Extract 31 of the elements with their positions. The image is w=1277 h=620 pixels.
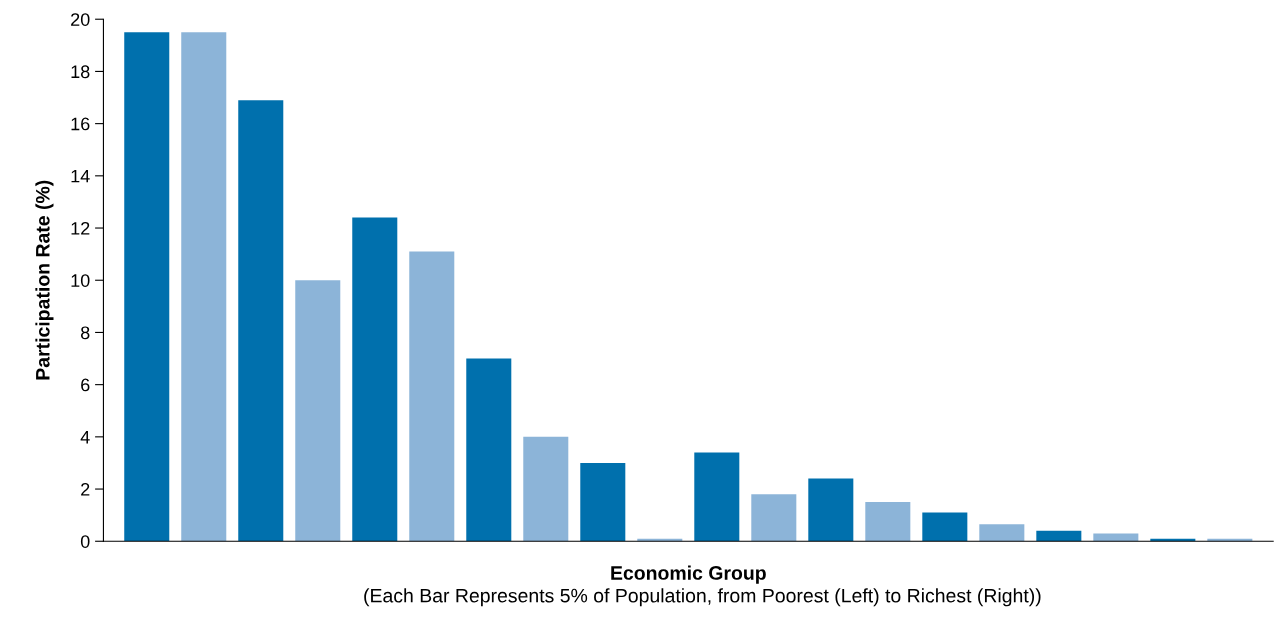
bar (1036, 530, 1082, 542)
y-axis-title: Participation Rate (%) (35, 180, 54, 380)
y-tick-label: 8 (80, 326, 90, 340)
bar (466, 358, 512, 542)
bar (694, 452, 740, 542)
bar (979, 524, 1025, 542)
y-tick-label: 10 (71, 274, 90, 287)
bar (181, 32, 227, 542)
y-tick-label: 2 (81, 482, 90, 496)
bar (922, 512, 968, 542)
bar (865, 502, 911, 542)
x-axis-title: Economic Group (611, 565, 766, 584)
bar (523, 436, 569, 542)
y-tick-label: 0 (80, 535, 90, 548)
bar (751, 494, 797, 542)
bar (409, 251, 455, 542)
y-tick-label: 6 (81, 378, 90, 392)
bar (124, 32, 170, 542)
bar (295, 280, 341, 542)
bar (580, 462, 626, 542)
y-tick-label: 12 (71, 221, 90, 235)
bar (1093, 533, 1139, 542)
bar (808, 478, 854, 542)
y-tick-label: 20 (71, 13, 90, 26)
y-tick-label: 4 (80, 430, 90, 444)
bar (352, 217, 398, 542)
bar (238, 100, 284, 542)
text: (Each Bar Represents 5% of Population, from Poorest (Left) to Richest (Right)) (364, 588, 1041, 607)
y-tick-label: 18 (71, 65, 90, 79)
y-tick-label: 14 (71, 169, 90, 183)
y-tick-label: 16 (71, 117, 90, 131)
